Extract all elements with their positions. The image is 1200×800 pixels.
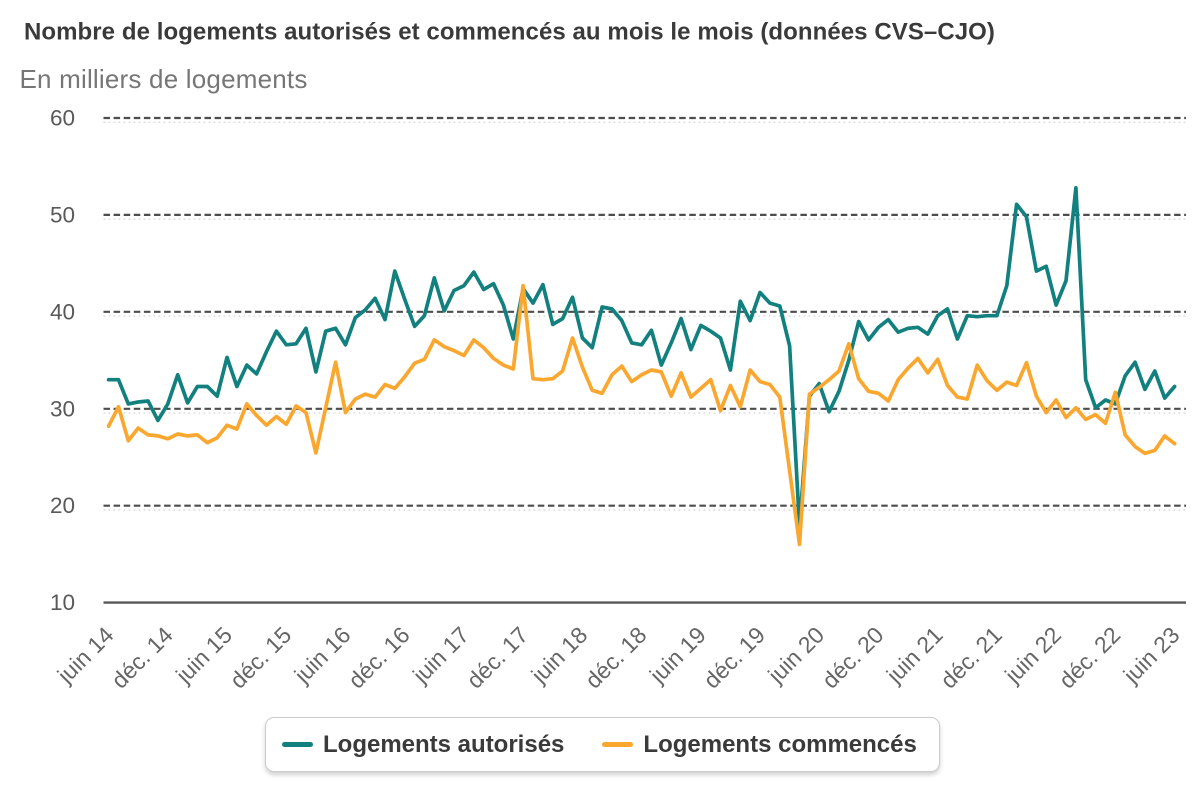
svg-text:Nombre de logements autorisés: Nombre de logements autorisés et commenc… [24,19,995,46]
svg-text:déc. 20: déc. 20 [817,622,889,694]
svg-text:déc. 22: déc. 22 [1054,622,1126,694]
svg-text:20: 20 [50,493,75,518]
svg-text:déc. 19: déc. 19 [698,622,770,694]
svg-text:10: 10 [50,590,75,615]
svg-text:50: 50 [50,202,75,227]
svg-text:juin 23: juin 23 [1118,622,1185,689]
svg-text:En milliers de logements: En milliers de logements [20,64,308,94]
svg-text:déc. 16: déc. 16 [343,622,415,694]
svg-text:déc. 18: déc. 18 [580,622,652,694]
svg-text:60: 60 [50,106,75,131]
svg-text:déc. 14: déc. 14 [106,622,178,694]
svg-text:déc. 15: déc. 15 [225,622,297,694]
svg-text:déc. 17: déc. 17 [461,622,533,694]
svg-text:déc. 21: déc. 21 [935,622,1007,694]
svg-text:40: 40 [50,299,75,324]
svg-text:30: 30 [50,396,75,421]
